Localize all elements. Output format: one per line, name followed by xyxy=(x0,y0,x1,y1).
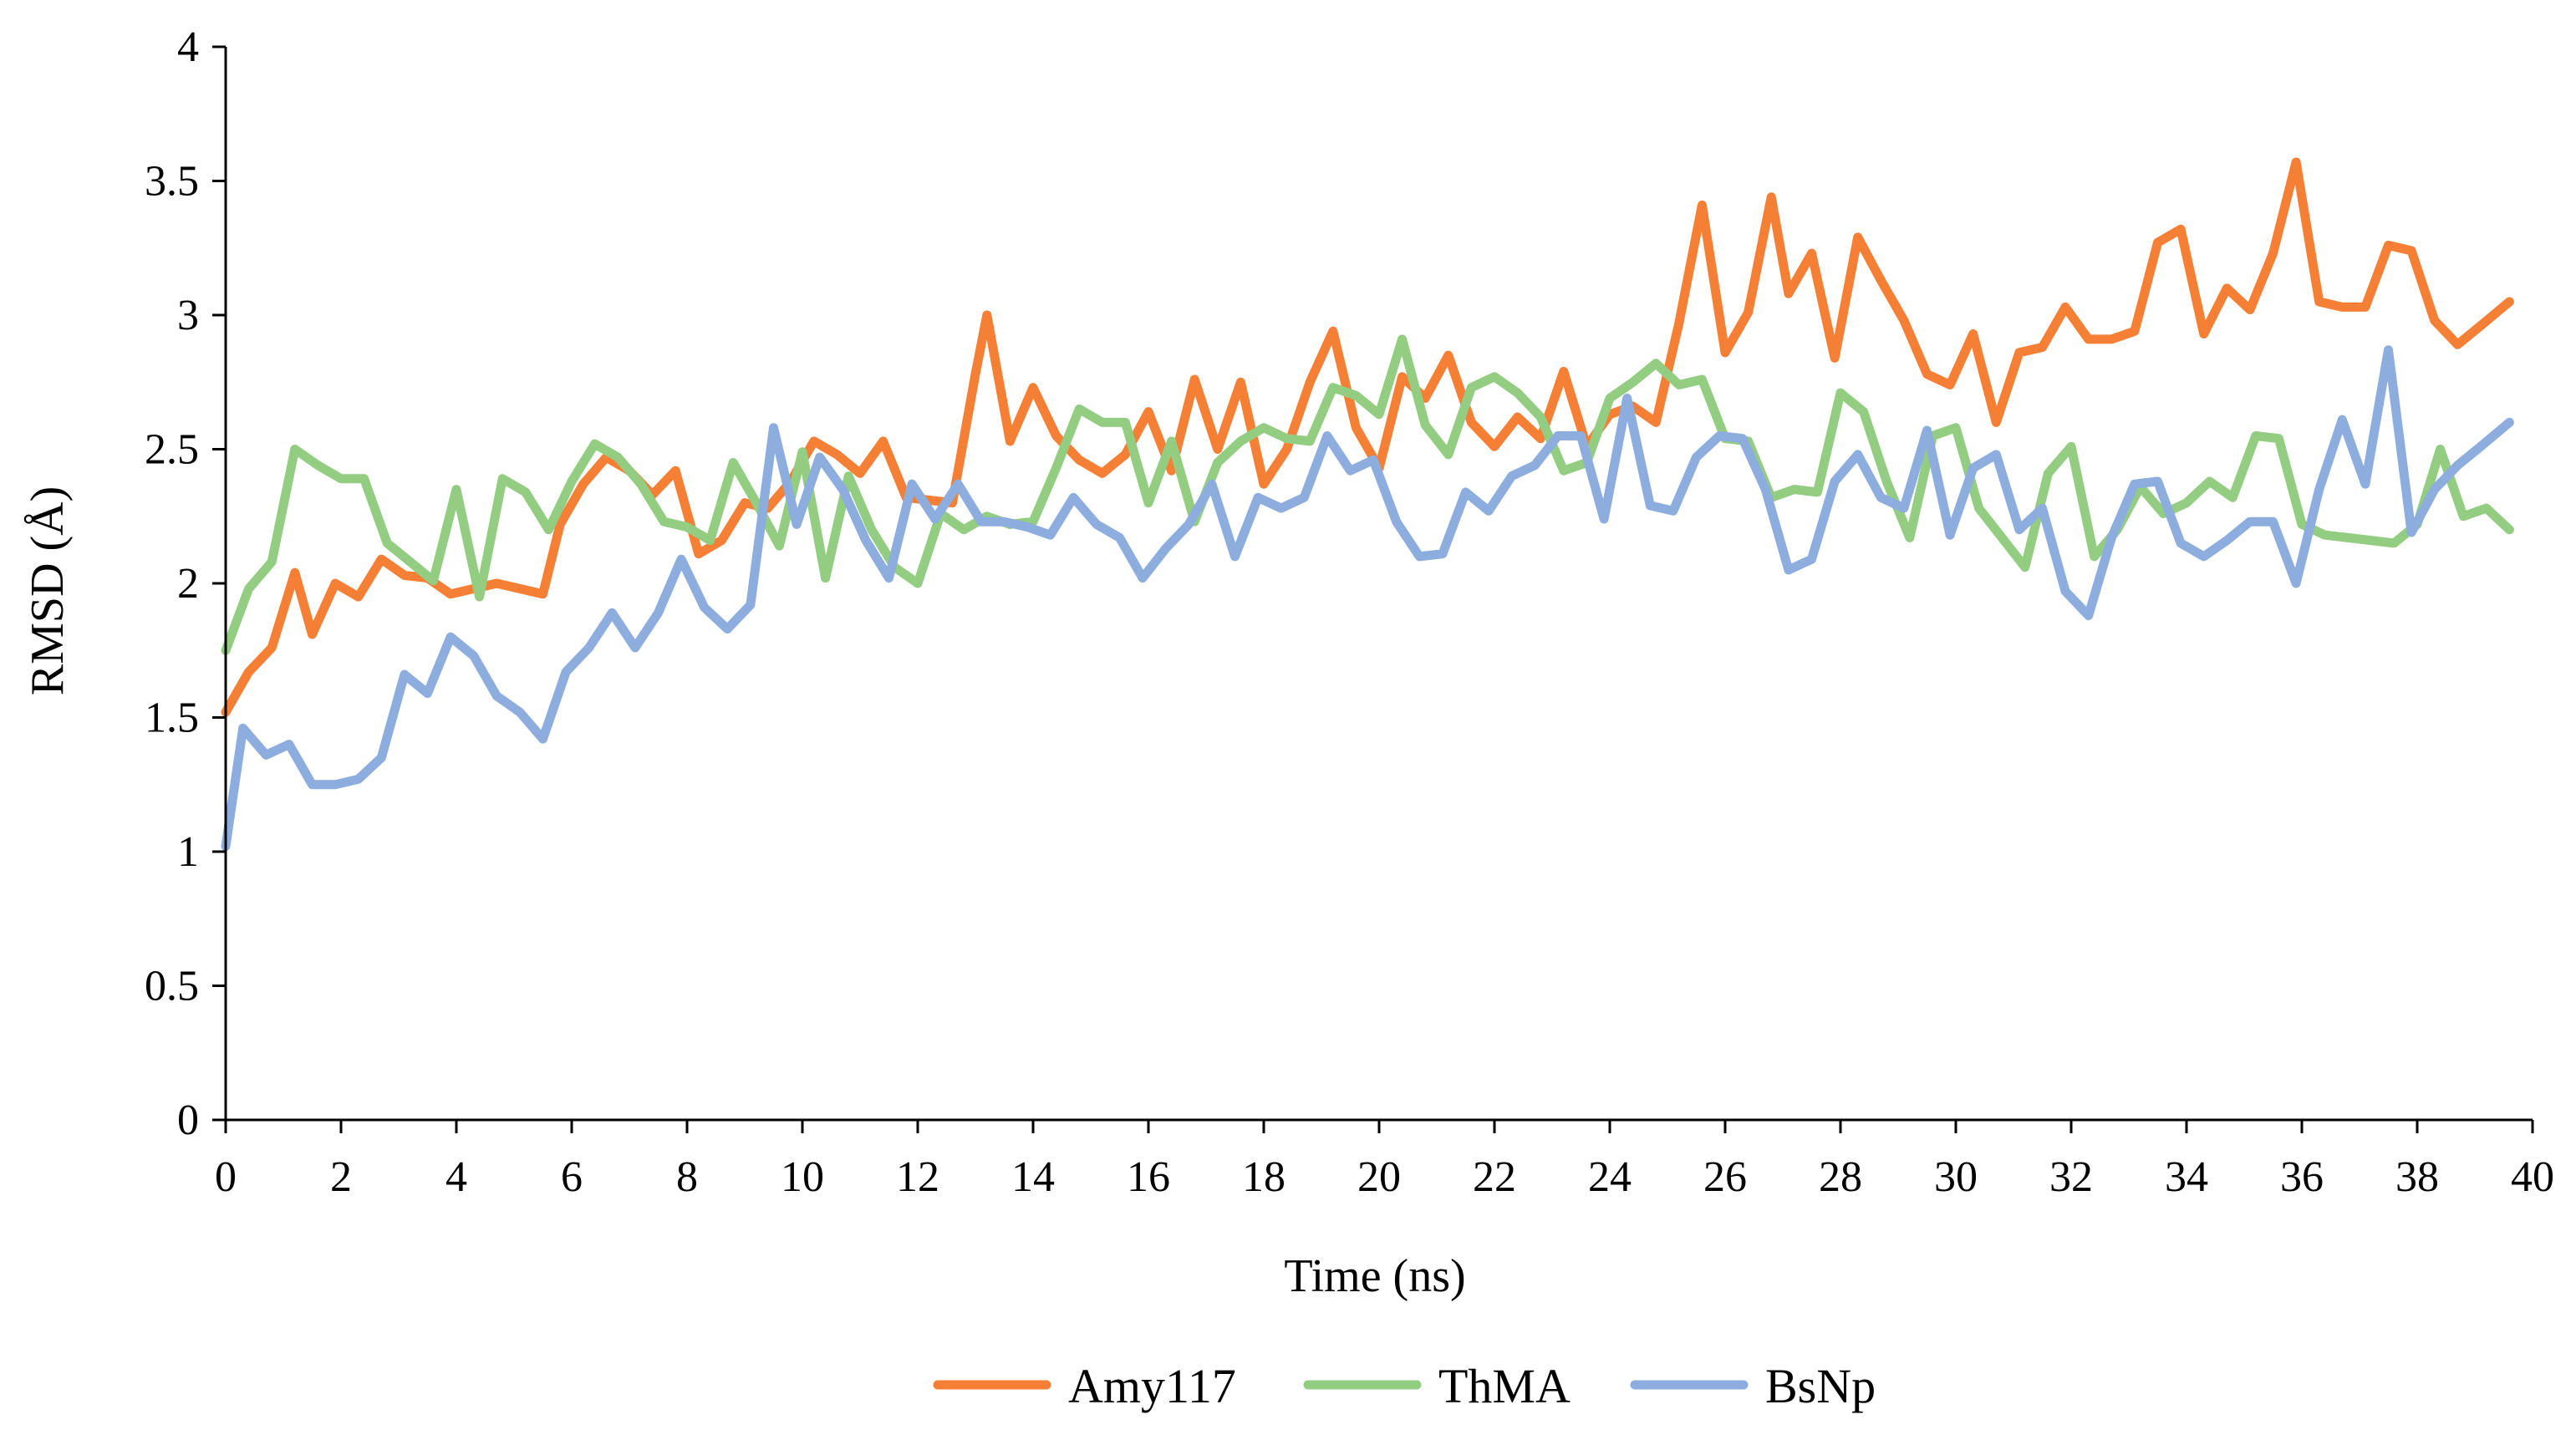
x-tick-label: 12 xyxy=(896,1153,939,1201)
x-tick-label: 30 xyxy=(1934,1153,1978,1201)
series-line-bsnp xyxy=(221,345,2514,852)
y-tick-label: 2 xyxy=(177,560,199,608)
x-axis-title: Time (ns) xyxy=(1284,1250,1465,1302)
x-tick-label: 22 xyxy=(1473,1153,1516,1201)
legend-label-amy117: Amy117 xyxy=(1068,1359,1236,1413)
x-tick-label: 0 xyxy=(215,1153,237,1201)
legend-label-thma: ThMA xyxy=(1438,1359,1571,1413)
x-axis-tick-labels: 0 2 4 6 8 10 12 14 16 18 20 22 24 26 28 30 32 34 36 38 40 xyxy=(215,1153,2554,1201)
y-tick-label: 1 xyxy=(177,828,199,876)
legend-label-bsnp: BsNp xyxy=(1765,1359,1876,1413)
series-lines xyxy=(221,157,2514,852)
y-tick-label: 0 xyxy=(177,1097,199,1144)
y-tick-label: 3.5 xyxy=(145,158,199,206)
y-tick-label: 0.5 xyxy=(145,963,199,1010)
y-tick-label: 2.5 xyxy=(145,426,199,474)
x-tick-label: 40 xyxy=(2511,1153,2554,1201)
x-tick-label: 8 xyxy=(676,1153,698,1201)
x-tick-label: 4 xyxy=(445,1153,467,1201)
x-tick-label: 16 xyxy=(1127,1153,1170,1201)
x-tick-label: 14 xyxy=(1011,1153,1055,1201)
x-tick-label: 6 xyxy=(561,1153,583,1201)
x-tick-label: 10 xyxy=(781,1153,824,1201)
x-tick-label: 26 xyxy=(1703,1153,1747,1201)
y-axis-tick-labels: 0 0.5 1 1.5 2 2.5 3 3.5 4 xyxy=(145,23,199,1144)
y-tick-label: 3 xyxy=(177,292,199,339)
tick-marks xyxy=(212,45,2534,1133)
series-line-amy117 xyxy=(221,157,2514,717)
x-tick-label: 34 xyxy=(2165,1153,2208,1201)
y-axis-title: RMSD (Å) xyxy=(22,486,74,695)
y-tick-label: 4 xyxy=(177,23,199,71)
y-tick-label: 1.5 xyxy=(145,695,199,742)
x-tick-label: 20 xyxy=(1357,1153,1401,1201)
legend: Amy117 ThMA BsNp xyxy=(933,1359,1876,1413)
x-tick-label: 2 xyxy=(330,1153,352,1201)
x-tick-label: 38 xyxy=(2395,1153,2439,1201)
x-tick-label: 36 xyxy=(2280,1153,2324,1201)
x-tick-label: 28 xyxy=(1819,1153,1862,1201)
x-tick-label: 24 xyxy=(1588,1153,1632,1201)
x-tick-label: 18 xyxy=(1242,1153,1285,1201)
x-tick-label: 32 xyxy=(2049,1153,2093,1201)
